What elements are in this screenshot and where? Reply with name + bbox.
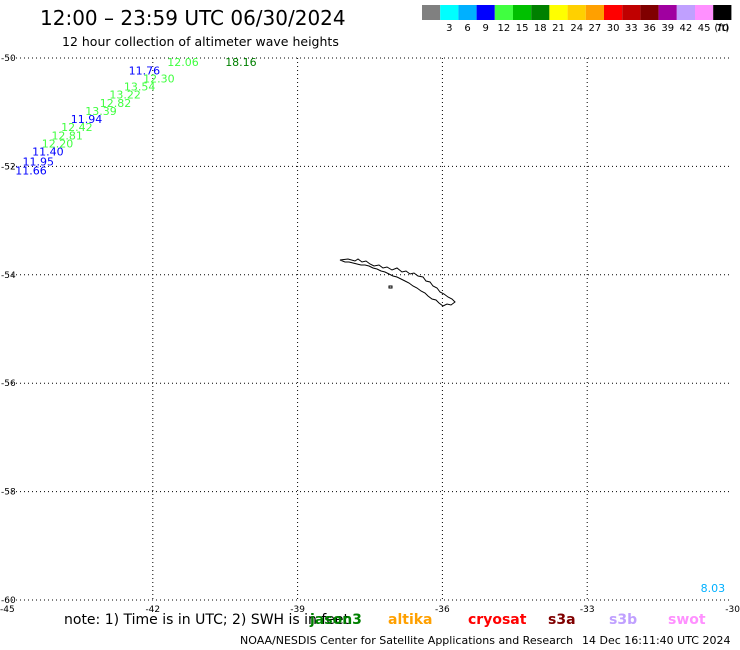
scale-swatch xyxy=(695,5,714,20)
scale-swatch xyxy=(458,5,477,20)
scale-label: 30 xyxy=(607,23,620,34)
scale-swatch xyxy=(713,5,732,20)
scale-swatch xyxy=(676,5,695,20)
wave-height-value: 12.30 xyxy=(143,72,175,85)
wave-height-color-scale: 3 6 9 12 15 18 21 24 27 30 33 36 39 42 45 70(ft) xyxy=(422,5,732,34)
scale-label: 24 xyxy=(570,23,583,34)
scale-swatch xyxy=(513,5,532,20)
small-island-outline xyxy=(388,285,393,289)
longitude-tick-label: -39 xyxy=(290,605,305,615)
wave-height-value: 12.20 xyxy=(42,137,74,150)
wave-height-value: 11.95 xyxy=(22,155,54,168)
scale-swatch xyxy=(549,5,568,20)
scale-swatch xyxy=(440,5,459,20)
page-subtitle: 12 hour collection of altimeter wave hei… xyxy=(62,34,339,49)
satellite-swot: swot xyxy=(668,612,706,628)
scale-label: 39 xyxy=(661,23,674,34)
satellite-cryosat: cryosat xyxy=(468,612,527,628)
scale-swatch xyxy=(622,5,641,20)
scale-label: 70 xyxy=(716,23,729,34)
satellite-altika: altika xyxy=(388,612,433,628)
wave-height-value: 11.66 xyxy=(15,165,46,178)
satellite-jason3: jason3 xyxy=(310,612,362,628)
scale-swatch xyxy=(422,5,441,20)
scale-label: 9 xyxy=(483,23,489,34)
scale-swatch xyxy=(476,5,495,20)
scale-label: 12 xyxy=(498,23,511,34)
scale-swatch xyxy=(640,5,659,20)
wave-height-value: 18.16 xyxy=(225,56,257,69)
latitude-tick-label: -52 xyxy=(1,162,16,172)
wave-height-value: 12.06 xyxy=(167,56,199,69)
latitude-tick-label: -56 xyxy=(1,379,16,389)
wave-height-value: 11.40 xyxy=(32,146,64,159)
scale-swatch xyxy=(585,5,604,20)
scale-label: 42 xyxy=(680,23,693,34)
latitude-tick-label: -58 xyxy=(1,488,16,498)
longitude-tick-label: -33 xyxy=(580,605,595,615)
credit-line: NOAA/NESDIS Center for Satellite Applica… xyxy=(240,634,574,647)
satellite-legend: jason3 altika cryosat s3a s3b swot xyxy=(0,612,740,632)
map-tick-labels: -45 -42 -39 -36 -33 -30 -50 -52 -54 -56 -58 -60 xyxy=(0,54,740,615)
scale-label: 15 xyxy=(516,23,529,34)
scale-label: 36 xyxy=(643,23,656,34)
wave-height-value: 11.76 xyxy=(129,64,161,77)
latitude-tick-label: -60 xyxy=(1,596,16,606)
longitude-tick-label: -42 xyxy=(145,605,160,615)
latitude-tick-label: -50 xyxy=(1,54,16,64)
scale-swatch xyxy=(494,5,513,20)
scale-label: 33 xyxy=(625,23,638,34)
latitude-tick-label: -54 xyxy=(1,271,16,281)
longitude-tick-label: -45 xyxy=(0,605,15,615)
scale-label: 45 xyxy=(698,23,711,34)
wave-height-value: 11.94 xyxy=(71,113,103,126)
scale-label: 3 xyxy=(446,23,452,34)
wave-height-value: 12.81 xyxy=(51,129,83,142)
scale-swatch xyxy=(604,5,623,20)
wave-height-value: 13.39 xyxy=(85,105,117,118)
wave-height-value: 8.03 xyxy=(701,582,726,595)
scale-label: 21 xyxy=(552,23,565,34)
satellite-s3a: s3a xyxy=(548,612,576,628)
wave-height-value: 12.82 xyxy=(100,97,132,110)
south-georgia-island-outline xyxy=(339,258,456,307)
wave-height-value: 13.54 xyxy=(124,81,156,94)
scale-swatch xyxy=(567,5,586,20)
scale-label: 27 xyxy=(589,23,602,34)
longitude-tick-label: -36 xyxy=(435,605,450,615)
wave-height-value: 13.22 xyxy=(109,89,141,102)
generation-timestamp: 14 Dec 16:11:40 UTC 2024 xyxy=(582,634,731,647)
scale-label: 6 xyxy=(464,23,470,34)
footer-note: note: 1) Time is in UTC; 2) SWH is in fe… xyxy=(64,612,350,628)
map-grid xyxy=(8,57,732,601)
longitude-tick-label: -30 xyxy=(725,605,740,615)
wave-height-observations: 12.06 18.16 11.7612.3013.5413.2212.8213.39… xyxy=(15,56,725,595)
scale-unit: (ft) xyxy=(714,23,729,34)
scale-swatch xyxy=(658,5,677,20)
page-title: 12:00 – 23:59 UTC 06/30/2024 xyxy=(40,6,346,30)
scale-swatch xyxy=(531,5,550,20)
wave-height-value: 12.42 xyxy=(61,121,93,134)
scale-label: 18 xyxy=(534,23,547,34)
satellite-s3b: s3b xyxy=(609,612,638,628)
